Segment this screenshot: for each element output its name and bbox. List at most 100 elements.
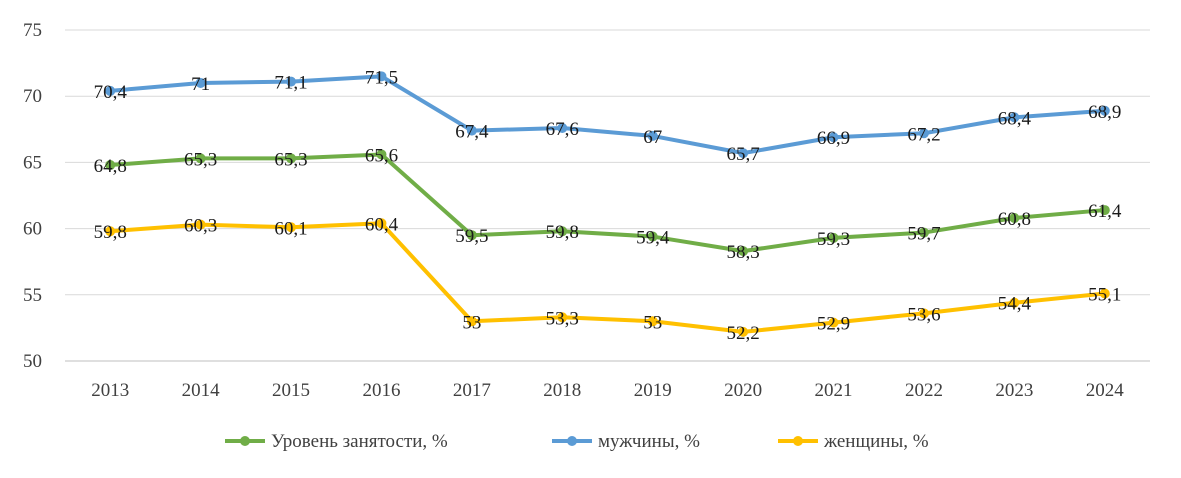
data-point xyxy=(1099,205,1110,216)
series-lines xyxy=(105,71,1110,337)
x-tick-label: 2021 xyxy=(815,380,853,401)
data-label: 53,6 xyxy=(907,304,940,325)
data-label: 60,3 xyxy=(184,216,217,237)
data-point xyxy=(105,85,116,96)
data-label: 65,7 xyxy=(727,144,760,165)
series-line xyxy=(108,221,1107,334)
x-tick-label: 2013 xyxy=(91,380,129,401)
data-point xyxy=(828,232,839,243)
data-label: 65,6 xyxy=(365,145,398,166)
data-point xyxy=(557,312,568,323)
data-label: 55,1 xyxy=(1088,284,1121,305)
series-line xyxy=(108,74,1107,156)
data-point xyxy=(738,326,749,337)
data-label: 53 xyxy=(643,312,662,333)
data-point xyxy=(286,153,297,164)
data-point xyxy=(105,160,116,171)
x-tick-label: 2020 xyxy=(724,380,762,401)
data-point xyxy=(738,246,749,257)
x-tick-label: 2022 xyxy=(905,380,943,401)
y-tick-label: 50 xyxy=(23,351,42,372)
data-label: 67,2 xyxy=(907,124,940,145)
gridlines xyxy=(65,29,1150,362)
data-point xyxy=(466,230,477,241)
data-label: 61,4 xyxy=(1088,201,1122,222)
data-label: 65,3 xyxy=(274,149,307,170)
data-label: 71,1 xyxy=(274,73,307,94)
data-label: 64,8 xyxy=(94,156,127,177)
data-point xyxy=(828,317,839,328)
legend-entry: мужчины, % xyxy=(598,431,700,452)
data-label: 66,9 xyxy=(817,128,850,149)
data-point xyxy=(557,226,568,237)
y-tick-label: 65 xyxy=(23,152,42,173)
data-point xyxy=(376,71,387,82)
data-point xyxy=(918,308,929,319)
data-point xyxy=(195,219,206,230)
data-point xyxy=(1009,297,1020,308)
data-label: 71,5 xyxy=(365,67,398,88)
legend-swatch-marker xyxy=(240,436,250,446)
data-point xyxy=(647,316,658,327)
x-tick-label: 2016 xyxy=(362,380,400,401)
data-label: 59,4 xyxy=(636,228,670,249)
data-point xyxy=(195,77,206,88)
data-point xyxy=(1099,105,1110,116)
y-tick-label: 75 xyxy=(23,20,42,41)
data-label: 59,7 xyxy=(907,224,940,245)
data-point xyxy=(286,222,297,233)
data-point xyxy=(557,122,568,133)
x-axis-ticks: 2013 2014 2015 2016 2017 2018 2019 2020 2021 2022… xyxy=(91,380,1124,401)
x-tick-label: 2014 xyxy=(182,380,221,401)
data-point xyxy=(1099,288,1110,299)
legend: Уровень занятости, % мужчины, % женщины, % xyxy=(225,431,929,452)
data-point xyxy=(195,153,206,164)
data-point xyxy=(376,218,387,229)
x-tick-label: 2023 xyxy=(995,380,1033,401)
data-label: 59,8 xyxy=(94,222,127,243)
data-label: 59,3 xyxy=(817,229,850,250)
data-label: 67,4 xyxy=(455,122,489,143)
data-label: 70,4 xyxy=(94,82,128,103)
data-label: 59,8 xyxy=(546,222,579,243)
data-label: 60,8 xyxy=(998,209,1031,230)
data-point xyxy=(286,76,297,87)
data-point xyxy=(647,130,658,141)
y-axis-ticks: 50 55 60 65 70 75 xyxy=(23,20,42,372)
x-tick-label: 2024 xyxy=(1086,380,1125,401)
data-label: 53,3 xyxy=(546,308,579,329)
x-tick-label: 2017 xyxy=(453,380,491,401)
data-label: 54,4 xyxy=(998,294,1032,315)
data-label: 52,2 xyxy=(727,323,760,344)
data-label: 52,9 xyxy=(817,314,850,335)
legend-swatch-marker xyxy=(567,436,577,446)
legend-entry: женщины, % xyxy=(823,431,929,452)
data-point xyxy=(918,128,929,139)
x-tick-label: 2015 xyxy=(272,380,310,401)
data-point xyxy=(1009,112,1020,123)
data-point xyxy=(738,148,749,159)
data-point xyxy=(466,316,477,327)
data-label: 67 xyxy=(643,127,662,148)
data-label: 53 xyxy=(462,312,481,333)
data-label: 68,9 xyxy=(1088,102,1121,123)
data-point xyxy=(466,125,477,136)
data-point xyxy=(647,231,658,242)
legend-entry: Уровень занятости, % xyxy=(271,431,448,452)
y-tick-label: 70 xyxy=(23,86,42,107)
data-point xyxy=(376,149,387,160)
data-label: 71 xyxy=(191,74,210,95)
data-point xyxy=(828,132,839,143)
data-label: 67,6 xyxy=(546,119,579,140)
data-label: 59,5 xyxy=(455,226,488,247)
data-labels: 64,8 65,3 65,3 65,6 59,5 59,8 59,4 58,3 59,3 59,7… xyxy=(94,67,1122,344)
data-label: 68,4 xyxy=(998,108,1032,129)
data-label: 58,3 xyxy=(727,242,760,263)
data-label: 60,4 xyxy=(365,214,399,235)
data-label: 65,3 xyxy=(184,149,217,170)
x-tick-label: 2018 xyxy=(543,380,581,401)
data-point xyxy=(918,227,929,238)
y-tick-label: 60 xyxy=(23,219,42,240)
data-point xyxy=(105,226,116,237)
